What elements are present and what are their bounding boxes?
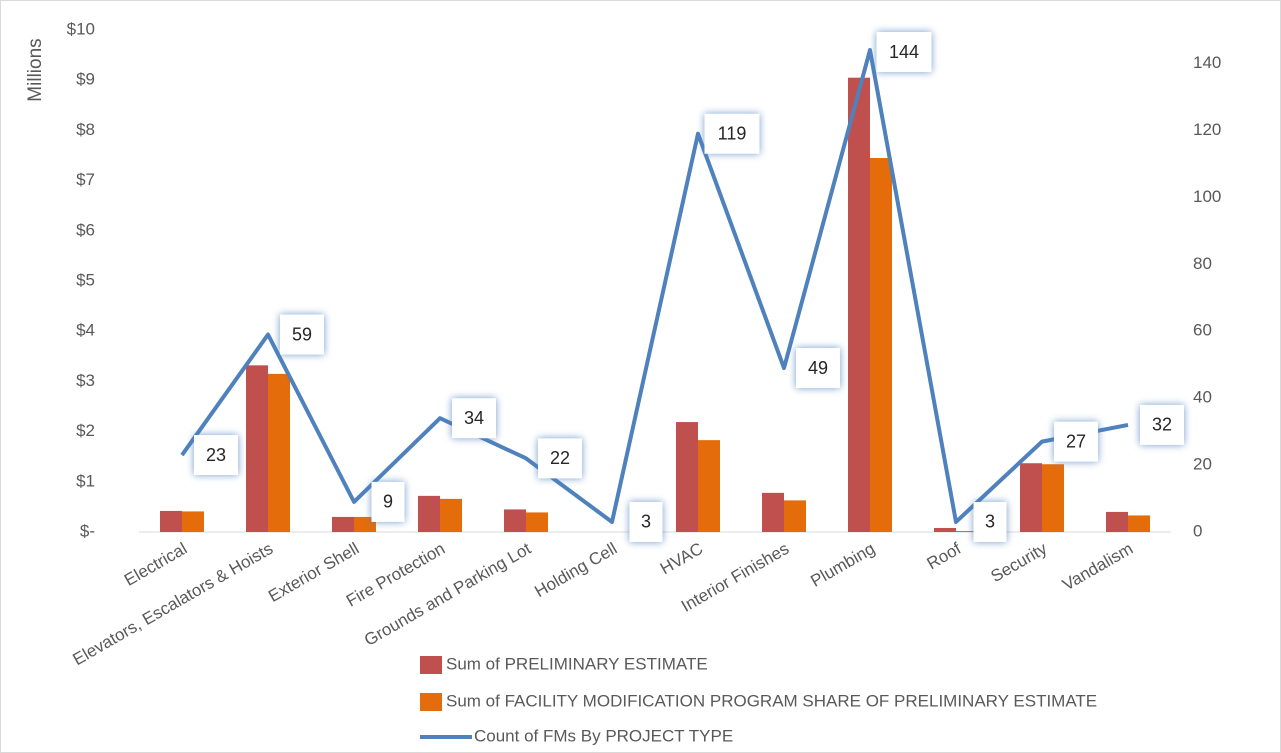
data-label-box: 23 bbox=[194, 435, 238, 476]
data-label: 59 bbox=[292, 324, 312, 344]
data-label-box: 3 bbox=[629, 501, 663, 542]
legend-label: Count of FMs By PROJECT TYPE bbox=[474, 726, 733, 745]
y-tick-label: $7 bbox=[76, 170, 95, 189]
y-tick-label: $2 bbox=[76, 421, 95, 440]
y-tick-label: $1 bbox=[76, 471, 95, 490]
bar bbox=[848, 77, 870, 532]
data-label: 3 bbox=[985, 512, 995, 532]
legend-label: Sum of PRELIMINARY ESTIMATE bbox=[446, 654, 708, 673]
bar bbox=[934, 527, 956, 532]
data-label: 9 bbox=[383, 492, 393, 512]
y2-tick-label: 120 bbox=[1193, 120, 1221, 139]
data-label: 32 bbox=[1152, 415, 1172, 435]
bar bbox=[246, 365, 268, 532]
y-tick-label: $5 bbox=[76, 270, 95, 289]
y2-tick-label: 100 bbox=[1193, 187, 1221, 206]
data-label: 144 bbox=[889, 42, 919, 62]
line bbox=[180, 48, 1129, 524]
data-label-box: 32 bbox=[1140, 404, 1184, 445]
bar bbox=[354, 516, 376, 532]
data-label: 27 bbox=[1066, 431, 1086, 451]
data-label-box: 9 bbox=[371, 481, 405, 522]
label-bg bbox=[452, 398, 496, 439]
y-tick-label: $8 bbox=[76, 120, 95, 139]
data-label-box: 3 bbox=[973, 501, 1007, 542]
legend-label: Sum of FACILITY MODIFICATION PROGRAM SHA… bbox=[446, 691, 1097, 710]
bar bbox=[676, 422, 698, 532]
y2-tick-label: 60 bbox=[1193, 321, 1212, 340]
label-bg bbox=[1054, 421, 1098, 462]
bar bbox=[504, 509, 526, 532]
bar bbox=[1042, 464, 1064, 532]
y-tick-label: $- bbox=[80, 521, 95, 540]
data-label: 3 bbox=[641, 512, 651, 532]
label-bg bbox=[973, 501, 1007, 542]
bar bbox=[268, 373, 290, 532]
data-label-box: 27 bbox=[1054, 421, 1098, 462]
bar bbox=[182, 511, 204, 532]
data-label: 119 bbox=[718, 123, 747, 143]
y2-tick-label: 80 bbox=[1193, 254, 1212, 273]
label-bg bbox=[704, 113, 760, 154]
label-bg bbox=[371, 481, 405, 522]
legend-swatch bbox=[420, 656, 442, 674]
bar bbox=[956, 530, 978, 532]
bar bbox=[1020, 463, 1042, 532]
y-tick-label: $9 bbox=[76, 70, 95, 89]
y2-tick-label: 40 bbox=[1193, 388, 1212, 407]
label-bg bbox=[796, 348, 840, 389]
y2-tick-label: 0 bbox=[1193, 521, 1202, 540]
data-label: 34 bbox=[464, 408, 484, 428]
bar bbox=[160, 510, 182, 532]
label-bg bbox=[876, 32, 932, 72]
data-label: 22 bbox=[550, 448, 570, 468]
bar bbox=[526, 512, 548, 532]
data-label-box: 34 bbox=[452, 398, 496, 439]
data-label-box: 22 bbox=[538, 438, 582, 479]
bar bbox=[1106, 511, 1128, 532]
bar bbox=[784, 500, 806, 532]
y-tick-label: $3 bbox=[76, 371, 95, 390]
data-label-box: 49 bbox=[796, 348, 840, 389]
data-label-box: 59 bbox=[280, 314, 324, 355]
y-tick-label: $10 bbox=[67, 19, 95, 38]
label-bg bbox=[629, 501, 663, 542]
bar bbox=[1128, 515, 1150, 532]
label-bg bbox=[538, 438, 582, 479]
bar bbox=[698, 440, 720, 532]
bar bbox=[762, 492, 784, 532]
y2-tick-label: 140 bbox=[1193, 53, 1221, 72]
label-bg bbox=[194, 435, 238, 476]
data-label-box: 119 bbox=[704, 113, 760, 154]
bar bbox=[440, 498, 462, 532]
data-label-box: 144 bbox=[876, 32, 932, 72]
label-bg bbox=[280, 314, 324, 355]
bar bbox=[870, 158, 892, 532]
legend-swatch bbox=[420, 693, 442, 711]
bar bbox=[418, 495, 440, 532]
data-label: 49 bbox=[808, 358, 828, 378]
bar bbox=[332, 516, 354, 532]
data-label: 23 bbox=[206, 445, 226, 465]
label-bg bbox=[1140, 404, 1184, 445]
y-tick-label: $4 bbox=[76, 321, 95, 340]
y-tick-label: $6 bbox=[76, 220, 95, 239]
y2-tick-label: 20 bbox=[1193, 455, 1212, 474]
y-axis-title: Millions bbox=[25, 38, 46, 101]
